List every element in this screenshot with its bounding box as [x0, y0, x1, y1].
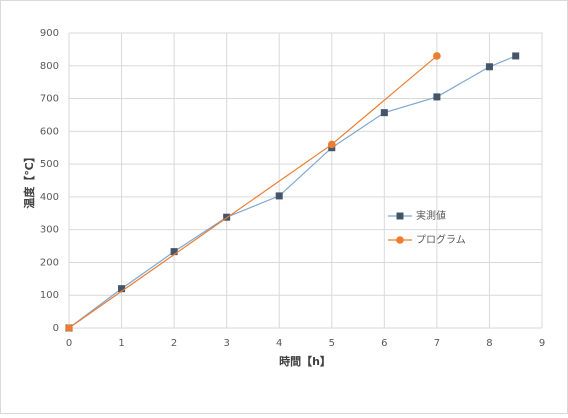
x-tick-label: 9 [539, 338, 545, 349]
legend-label: プログラム [416, 233, 466, 246]
x-tick-label: 0 [66, 338, 72, 349]
y-tick-label: 600 [40, 126, 59, 137]
series-line [68, 55, 516, 329]
x-tick-label: 6 [381, 338, 387, 349]
data-point [118, 285, 126, 293]
data-point [275, 192, 283, 200]
y-tick-label: 0 [53, 323, 59, 334]
data-point [433, 52, 441, 60]
y-axis-title: 温度【℃】 [22, 151, 36, 208]
y-tick-label: 300 [40, 225, 59, 236]
y-tick-label: 700 [40, 94, 59, 105]
data-point [380, 109, 388, 117]
y-tick-label: 400 [40, 192, 59, 203]
legend-label: 実測値 [416, 209, 446, 222]
y-tick-label: 500 [40, 159, 59, 170]
legend-marker [396, 212, 404, 220]
data-point [485, 63, 493, 71]
x-tick-label: 1 [118, 338, 124, 349]
data-point [170, 248, 178, 256]
data-point [512, 52, 520, 60]
x-tick-label: 3 [223, 338, 229, 349]
data-point [65, 324, 73, 332]
y-tick-label: 200 [40, 257, 59, 268]
x-tick-label: 4 [276, 338, 282, 349]
data-point [433, 93, 441, 101]
x-tick-label: 7 [434, 338, 440, 349]
x-tick-label: 2 [171, 338, 177, 349]
y-tick-label: 800 [40, 61, 59, 72]
x-tick-label: 8 [486, 338, 492, 349]
x-axis-title: 時間【h】 [279, 354, 331, 368]
data-point [327, 140, 336, 149]
legend-marker [396, 236, 404, 244]
y-tick-label: 100 [40, 290, 59, 301]
y-tick-label: 900 [40, 28, 59, 39]
x-tick-label: 5 [329, 338, 335, 349]
